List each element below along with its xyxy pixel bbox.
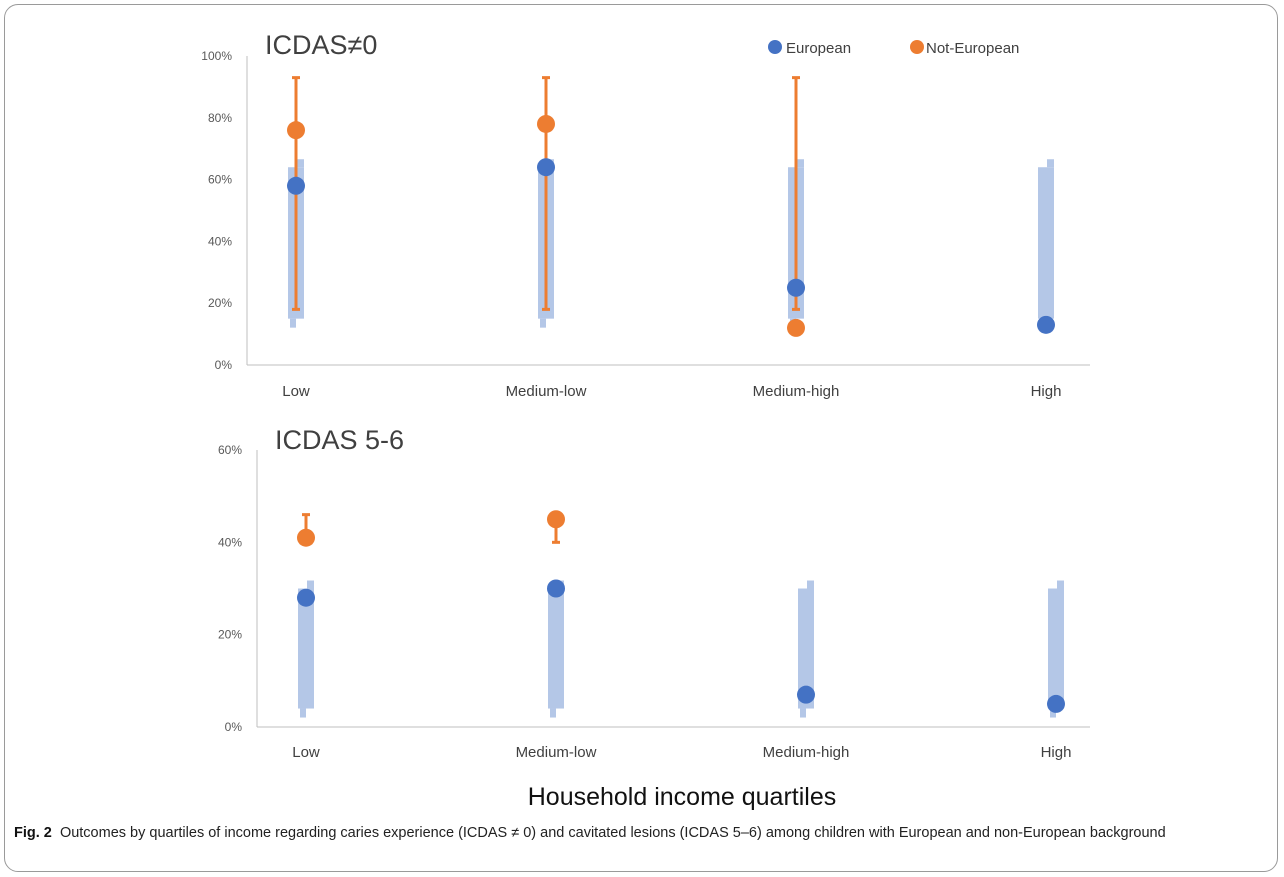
x-category-label: High <box>1041 744 1072 761</box>
european-ci-band-cap <box>540 318 546 328</box>
european-point <box>1037 315 1055 334</box>
y-tick-label: 80% <box>208 111 232 125</box>
european-ci-band-cap <box>307 580 314 589</box>
european-ci-band-cap <box>290 318 296 328</box>
not-european-point <box>297 528 315 547</box>
european-ci-band-cap <box>297 159 304 168</box>
figure-frame <box>4 4 1278 872</box>
panel-title: ICDAS 5-6 <box>275 425 404 455</box>
panel-title: ICDAS≠0 <box>265 30 377 60</box>
european-ci-band <box>1038 167 1054 319</box>
european-ci-band-cap <box>1047 159 1054 168</box>
european-ci-band <box>548 588 564 709</box>
x-category-label: Low <box>282 383 310 400</box>
x-category-label: Medium-high <box>753 383 840 400</box>
european-ci-band-cap <box>300 708 306 718</box>
not-european-point <box>287 121 305 140</box>
x-axis-title: Household income quartiles <box>528 783 837 811</box>
x-category-label: Medium-high <box>763 744 850 761</box>
european-ci-band <box>798 588 814 709</box>
european-ci-band-cap <box>800 708 806 718</box>
y-tick-label: 60% <box>208 173 232 187</box>
european-point <box>547 579 565 598</box>
european-ci-band-cap <box>1050 708 1056 718</box>
x-category-label: Low <box>292 744 320 761</box>
legend-not-european-marker <box>910 40 924 54</box>
european-ci-band-cap <box>807 580 814 589</box>
y-tick-label: 40% <box>208 234 232 248</box>
caption-label: Fig. 2 <box>14 825 52 841</box>
y-tick-label: 40% <box>218 535 242 549</box>
legend-european-label: European <box>786 40 851 57</box>
european-point <box>297 588 315 607</box>
european-ci-band-cap <box>550 708 556 718</box>
european-point <box>287 176 305 195</box>
y-tick-label: 0% <box>215 358 233 372</box>
x-category-label: Medium-low <box>506 383 587 400</box>
not-european-point <box>787 318 805 337</box>
not-european-point <box>547 510 565 529</box>
legend-european-marker <box>768 40 782 54</box>
chart-panel-2: 0% 20% 40% 60% Low Medium-low Medium-high High I… <box>218 425 1090 761</box>
chart-legend: European Not-European <box>768 40 1019 57</box>
european-ci-band <box>1048 588 1064 709</box>
european-ci-band-cap <box>797 159 804 168</box>
x-category-label: Medium-low <box>516 744 597 761</box>
european-ci-band-cap <box>1057 580 1064 589</box>
european-point <box>537 158 555 177</box>
y-tick-label: 0% <box>225 720 243 734</box>
y-tick-label: 100% <box>201 49 232 63</box>
european-ci-band <box>298 588 314 709</box>
y-tick-label: 20% <box>208 296 232 310</box>
not-european-point <box>537 114 555 133</box>
european-point <box>1047 694 1065 713</box>
figure-caption: Fig. 2 Outcomes by quartiles of income r… <box>14 823 1269 843</box>
chart-panel-1: 0% 20% 40% 60% 80% 100% Low Medium-low Medium-hi… <box>201 30 1090 400</box>
x-category-label: High <box>1031 383 1062 400</box>
y-tick-label: 20% <box>218 628 242 642</box>
european-point <box>797 685 815 704</box>
y-tick-label: 60% <box>218 443 242 457</box>
legend-not-european-label: Not-European <box>926 40 1019 57</box>
caption-text: Outcomes by quartiles of income regardin… <box>59 825 1166 841</box>
european-point <box>787 278 805 297</box>
